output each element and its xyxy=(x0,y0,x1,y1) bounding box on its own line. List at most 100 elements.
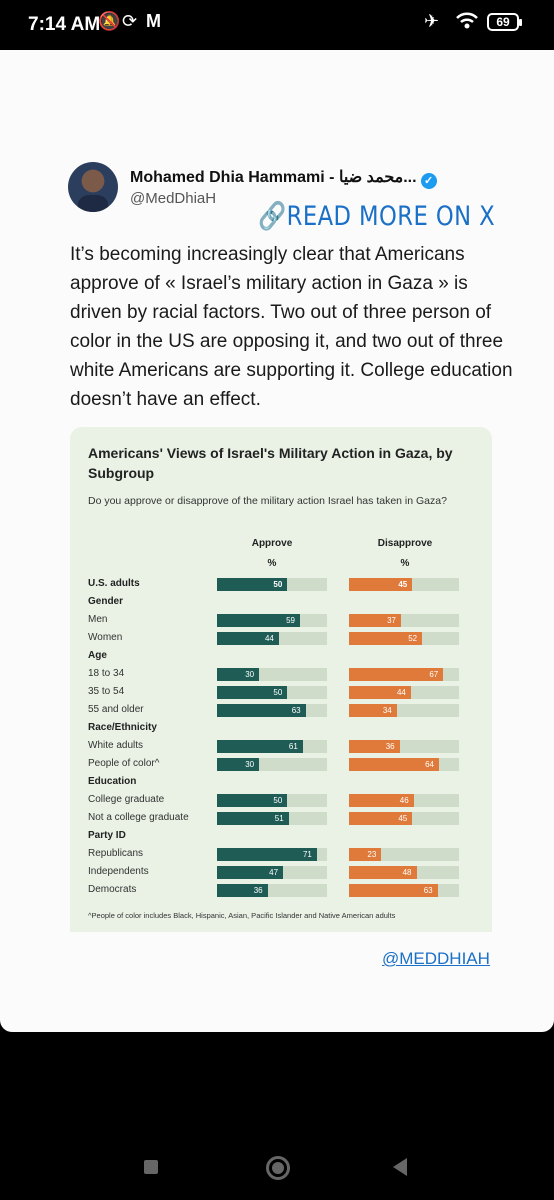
disapprove-bar-track: 36 xyxy=(349,740,459,753)
chart-row-label: U.S. adults xyxy=(88,578,140,589)
chart-row-label: Men xyxy=(88,614,108,625)
disapprove-bar-track: 45 xyxy=(349,812,459,825)
disapprove-bar xyxy=(349,740,400,753)
author-handle[interactable]: @MedDhiaH xyxy=(130,190,217,207)
chart-row-label: 35 to 54 xyxy=(88,686,125,697)
chart-group-label: Age xyxy=(88,650,107,661)
chart-row-label: Republicans xyxy=(88,848,144,859)
disapprove-value-label: 46 xyxy=(399,796,409,805)
approve-bar-track: 50 xyxy=(217,578,327,591)
approve-bar-track: 71 xyxy=(217,848,327,861)
disapprove-value-label: 64 xyxy=(425,760,435,769)
disapprove-bar-track: 48 xyxy=(349,866,459,879)
chart-row-label: 18 to 34 xyxy=(88,668,125,679)
chart-row-label: 55 and older xyxy=(88,704,144,715)
approve-bar xyxy=(217,812,289,825)
approve-value-label: 47 xyxy=(269,868,279,877)
read-more-link[interactable]: 🔗READ MORE ON X xyxy=(258,200,495,232)
approve-value-label: 63 xyxy=(291,706,301,715)
approve-value-label: 50 xyxy=(273,796,283,805)
chart-image: Americans' Views of Israel's Military Ac… xyxy=(70,427,492,932)
approve-value-label: 30 xyxy=(245,760,255,769)
disapprove-bar xyxy=(349,848,382,861)
disapprove-value-label: 63 xyxy=(423,886,433,895)
status-bar: 7:14 AM 🔕 ⟳ M ✈ 69 xyxy=(0,0,554,50)
disapprove-value-label: 45 xyxy=(398,580,408,589)
author-name[interactable]: Mohamed Dhia Hammami - محمد ضيا... ✓ xyxy=(130,167,437,189)
disapprove-bar-track: 23 xyxy=(349,848,459,861)
disapprove-bar-track: 46 xyxy=(349,794,459,807)
chart-group-label: Race/Ethnicity xyxy=(88,722,157,733)
chart-subtitle: Do you approve or disapprove of the mili… xyxy=(88,495,447,507)
gmail-icon: M xyxy=(146,11,161,31)
chart-row-label: College graduate xyxy=(88,794,165,805)
disapprove-bar xyxy=(349,794,414,807)
approve-bar-track: 61 xyxy=(217,740,327,753)
home-button[interactable] xyxy=(266,1156,290,1180)
approve-value-label: 44 xyxy=(264,634,274,643)
chart-group-label: Party ID xyxy=(88,830,126,841)
chart-footnote: ^People of color includes Black, Hispani… xyxy=(88,911,396,920)
chart-group-label: Education xyxy=(88,776,137,787)
avatar[interactable] xyxy=(68,162,118,212)
airplane-icon: ✈ xyxy=(424,11,440,31)
back-button[interactable] xyxy=(393,1158,407,1176)
approve-bar-track: 50 xyxy=(217,794,327,807)
disapprove-unit: % xyxy=(400,558,410,569)
status-time: 7:14 AM xyxy=(28,14,101,35)
recents-button[interactable] xyxy=(144,1160,158,1174)
disapprove-bar-track: 64 xyxy=(349,758,459,771)
tweet-text: It’s becoming increasingly clear that Am… xyxy=(70,244,513,410)
read-more-label: READ MORE ON X xyxy=(286,201,496,232)
disapprove-value-label: 52 xyxy=(408,634,418,643)
disapprove-bar xyxy=(349,704,397,717)
approve-bar-track: 51 xyxy=(217,812,327,825)
disapprove-bar xyxy=(349,812,413,825)
approve-bar-track: 63 xyxy=(217,704,327,717)
disapprove-bar xyxy=(349,668,444,681)
disapprove-value-label: 23 xyxy=(367,850,377,859)
chart-row-label: Independents xyxy=(88,866,149,877)
disapprove-value-label: 44 xyxy=(396,688,406,697)
disapprove-value-label: 37 xyxy=(387,616,396,625)
approve-bar-track: 30 xyxy=(217,668,327,681)
disapprove-value-label: 48 xyxy=(402,868,412,877)
approve-bar-track: 44 xyxy=(217,632,327,645)
wifi-icon xyxy=(455,11,479,36)
chart-group-label: Gender xyxy=(88,596,124,607)
disapprove-bar-track: 67 xyxy=(349,668,459,681)
approve-bar-track: 59 xyxy=(217,614,327,627)
disapprove-header: Disapprove xyxy=(377,538,433,549)
disapprove-bar xyxy=(349,686,411,699)
disapprove-bar-track: 45 xyxy=(349,578,459,591)
approve-bar-track: 36 xyxy=(217,884,327,897)
disapprove-bar-track: 52 xyxy=(349,632,459,645)
approve-unit: % xyxy=(267,558,277,569)
author-name-text: Mohamed Dhia Hammami - محمد ضيا... xyxy=(130,169,417,186)
disapprove-bar xyxy=(349,632,423,645)
approve-bar xyxy=(217,794,288,807)
disapprove-bar xyxy=(349,884,438,897)
approve-value-label: 59 xyxy=(286,616,295,625)
disapprove-value-label: 36 xyxy=(385,742,395,751)
link-icon: 🔗 xyxy=(258,201,287,232)
approve-bar xyxy=(217,686,288,699)
approve-bar-track: 47 xyxy=(217,866,327,879)
disapprove-bar xyxy=(349,614,402,627)
approve-bar-track: 50 xyxy=(217,686,327,699)
chart-row-label: Democrats xyxy=(88,884,137,895)
footer-handle-link[interactable]: @MEDDHIAH xyxy=(382,949,490,968)
approve-bar xyxy=(217,704,306,717)
approve-value-label: 36 xyxy=(253,886,263,895)
approve-value-label: 61 xyxy=(288,742,298,751)
approve-bar xyxy=(217,866,284,879)
navigation-bar xyxy=(0,1140,554,1200)
approve-value-label: 71 xyxy=(302,850,312,859)
disapprove-value-label: 45 xyxy=(398,814,408,823)
approve-header: Approve xyxy=(251,538,293,549)
disapprove-bar xyxy=(349,578,413,591)
approve-bar xyxy=(217,632,279,645)
approve-bar xyxy=(217,578,288,591)
chart-row-label: Not a college graduate xyxy=(88,812,189,823)
chart-title: Americans' Views of Israel's Military Ac… xyxy=(88,445,453,481)
